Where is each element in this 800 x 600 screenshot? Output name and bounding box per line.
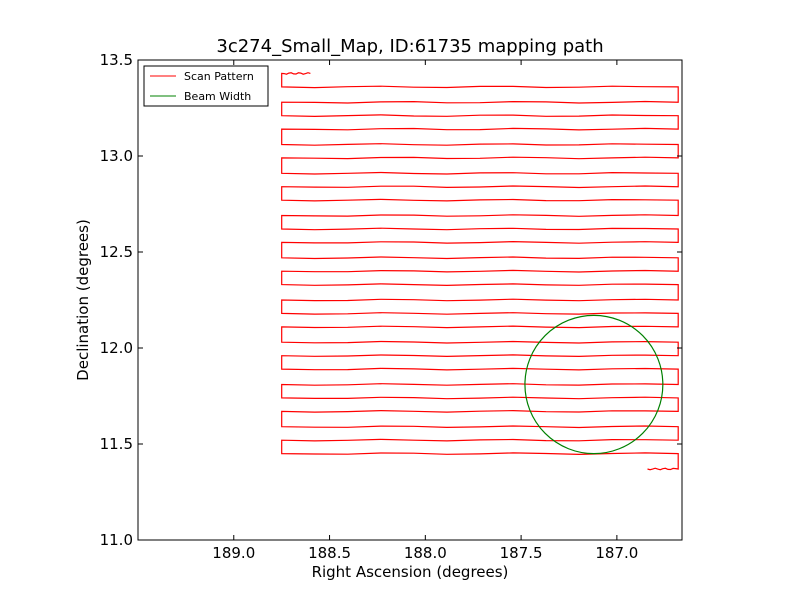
y-axis: 11.0 11.5 12.0 12.5 13.0 13.5 [100, 51, 682, 549]
x-axis-label: Right Ascension (degrees) [312, 563, 509, 581]
y-tick-label: 12.0 [100, 339, 133, 357]
y-tick-label: 13.0 [100, 147, 133, 165]
y-tick-label: 11.0 [100, 531, 133, 549]
x-tick-label: 188.5 [308, 544, 351, 562]
legend: Scan Pattern Beam Width [143, 65, 269, 107]
series-layer [281, 72, 679, 471]
x-tick-label: 189.0 [212, 544, 255, 562]
y-tick-label: 13.5 [100, 51, 133, 69]
x-tick-label: 187.0 [595, 544, 638, 562]
legend-label-scan-pattern: Scan Pattern [184, 70, 254, 83]
plot-frame [137, 59, 683, 541]
chart-title: 3c274_Small_Map, ID:61735 mapping path [216, 36, 603, 57]
x-tick-label: 187.5 [500, 544, 543, 562]
y-tick-label: 11.5 [100, 435, 133, 453]
legend-box [143, 65, 269, 107]
legend-label-beam-width: Beam Width [184, 90, 251, 103]
y-axis-label: Declination (degrees) [74, 219, 92, 381]
scan-pattern-path [281, 72, 679, 471]
beam-width-circle [524, 314, 664, 455]
x-tick-label: 188.0 [404, 544, 447, 562]
y-tick-label: 12.5 [100, 243, 133, 261]
x-axis: 189.0 188.5 188.0 187.5 187.0 [212, 60, 638, 562]
